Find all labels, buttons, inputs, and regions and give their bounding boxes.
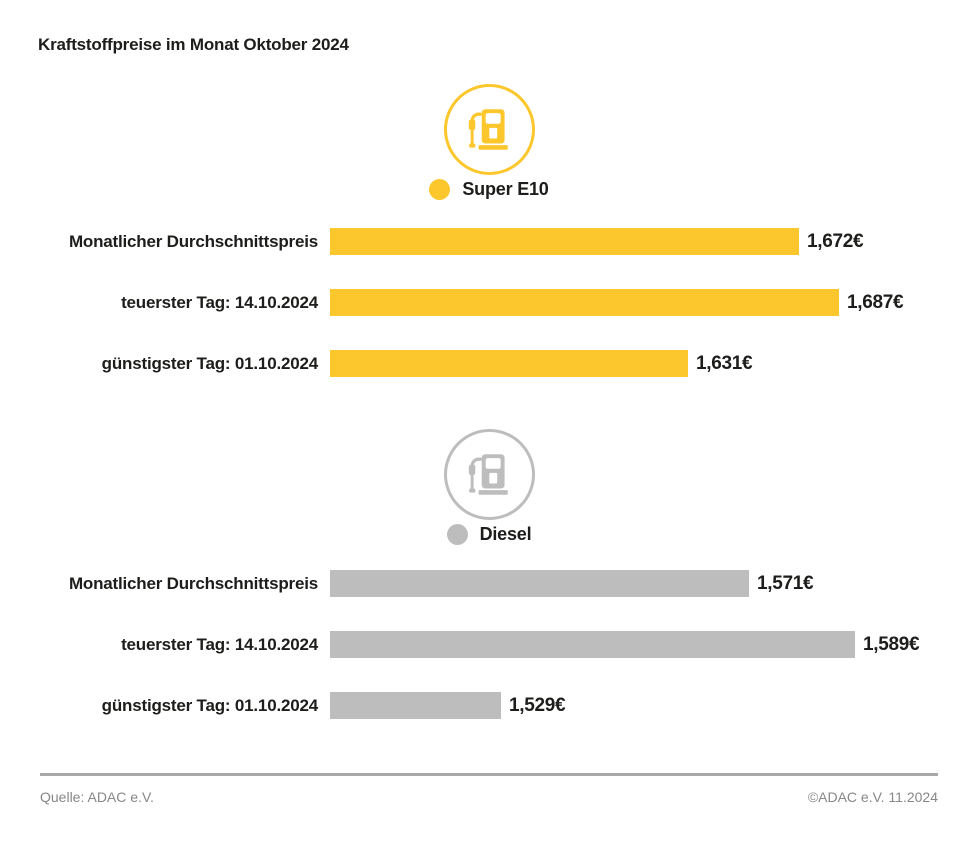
bar-rows: Monatlicher Durchschnittspreis 1,571€ teue… <box>40 570 938 719</box>
bar-category-label: teuerster Tag: 14.10.2024 <box>121 292 318 312</box>
bar-category-label: Monatlicher Durchschnittspreis <box>68 231 318 251</box>
bar-category-label: günstigster Tag: 01.10.2024 <box>101 695 319 715</box>
fuel-pump-icon-ring <box>443 84 535 175</box>
fuel-price-infographic: Kraftstoffpreise im Monat Oktober 2024 S… <box>0 34 978 860</box>
bar-row: günstigster Tag: 01.10.2024 1,631€ <box>40 350 938 377</box>
bar-category-label: teuerster Tag: 14.10.2024 <box>121 634 318 654</box>
fuel-section-super-e10: Super E10 Monatlicher Durchschnittspreis 1… <box>40 84 938 377</box>
legend-label: Diesel <box>479 523 532 544</box>
chart-sections: Super E10 Monatlicher Durchschnittspreis 1… <box>40 84 938 719</box>
bar-rows: Monatlicher Durchschnittspreis 1,672€ teue… <box>40 228 938 377</box>
bar-value-label: 1,529€ <box>509 694 566 716</box>
bar-category-label: Monatlicher Durchschnittspreis <box>68 573 318 593</box>
bar <box>330 228 799 255</box>
page-title: Kraftstoffpreise im Monat Oktober 2024 <box>38 35 349 54</box>
fuel-pump-icon <box>468 108 508 150</box>
bar-value-label: 1,672€ <box>807 230 864 252</box>
bar-value-label: 1,687€ <box>847 291 904 313</box>
bar-area: 1,631€ <box>330 350 938 377</box>
bar-area: 1,672€ <box>330 228 938 255</box>
bar-row: günstigster Tag: 01.10.2024 1,529€ <box>40 692 938 719</box>
footer-divider <box>40 773 938 776</box>
bar-area: 1,571€ <box>330 570 938 597</box>
legend-dot <box>446 523 468 545</box>
bar-area: 1,529€ <box>330 692 938 719</box>
source-note: Quelle: ADAC e.V. <box>40 789 154 805</box>
series-legend: Super E10 <box>40 178 938 200</box>
bar <box>330 692 501 719</box>
bar-value-label: 1,589€ <box>863 633 920 655</box>
bar <box>330 631 855 658</box>
bar-value-label: 1,631€ <box>696 352 753 374</box>
copyright-note: ©ADAC e.V. 11.2024 <box>807 789 938 805</box>
bar-area: 1,589€ <box>330 631 938 658</box>
bar-row: Monatlicher Durchschnittspreis 1,571€ <box>40 570 938 597</box>
bar-area: 1,687€ <box>330 289 938 316</box>
bar <box>330 289 839 316</box>
legend-dot <box>429 178 451 200</box>
fuel-section-diesel: Diesel Monatlicher Durchschnittspreis 1,57… <box>40 429 938 719</box>
bar <box>330 350 688 377</box>
bar-category-label: günstigster Tag: 01.10.2024 <box>101 353 319 373</box>
fuel-pump-icon <box>468 453 508 495</box>
bar-value-label: 1,571€ <box>757 572 814 594</box>
legend-label: Super E10 <box>462 178 549 199</box>
series-legend: Diesel <box>40 523 938 545</box>
bar-row: Monatlicher Durchschnittspreis 1,672€ <box>40 228 938 255</box>
fuel-pump-icon-ring <box>443 429 535 520</box>
bar-row: teuerster Tag: 14.10.2024 1,589€ <box>40 631 938 658</box>
bar <box>330 570 749 597</box>
footer: Quelle: ADAC e.V. ©ADAC e.V. 11.2024 <box>40 789 938 805</box>
bar-row: teuerster Tag: 14.10.2024 1,687€ <box>40 289 938 316</box>
